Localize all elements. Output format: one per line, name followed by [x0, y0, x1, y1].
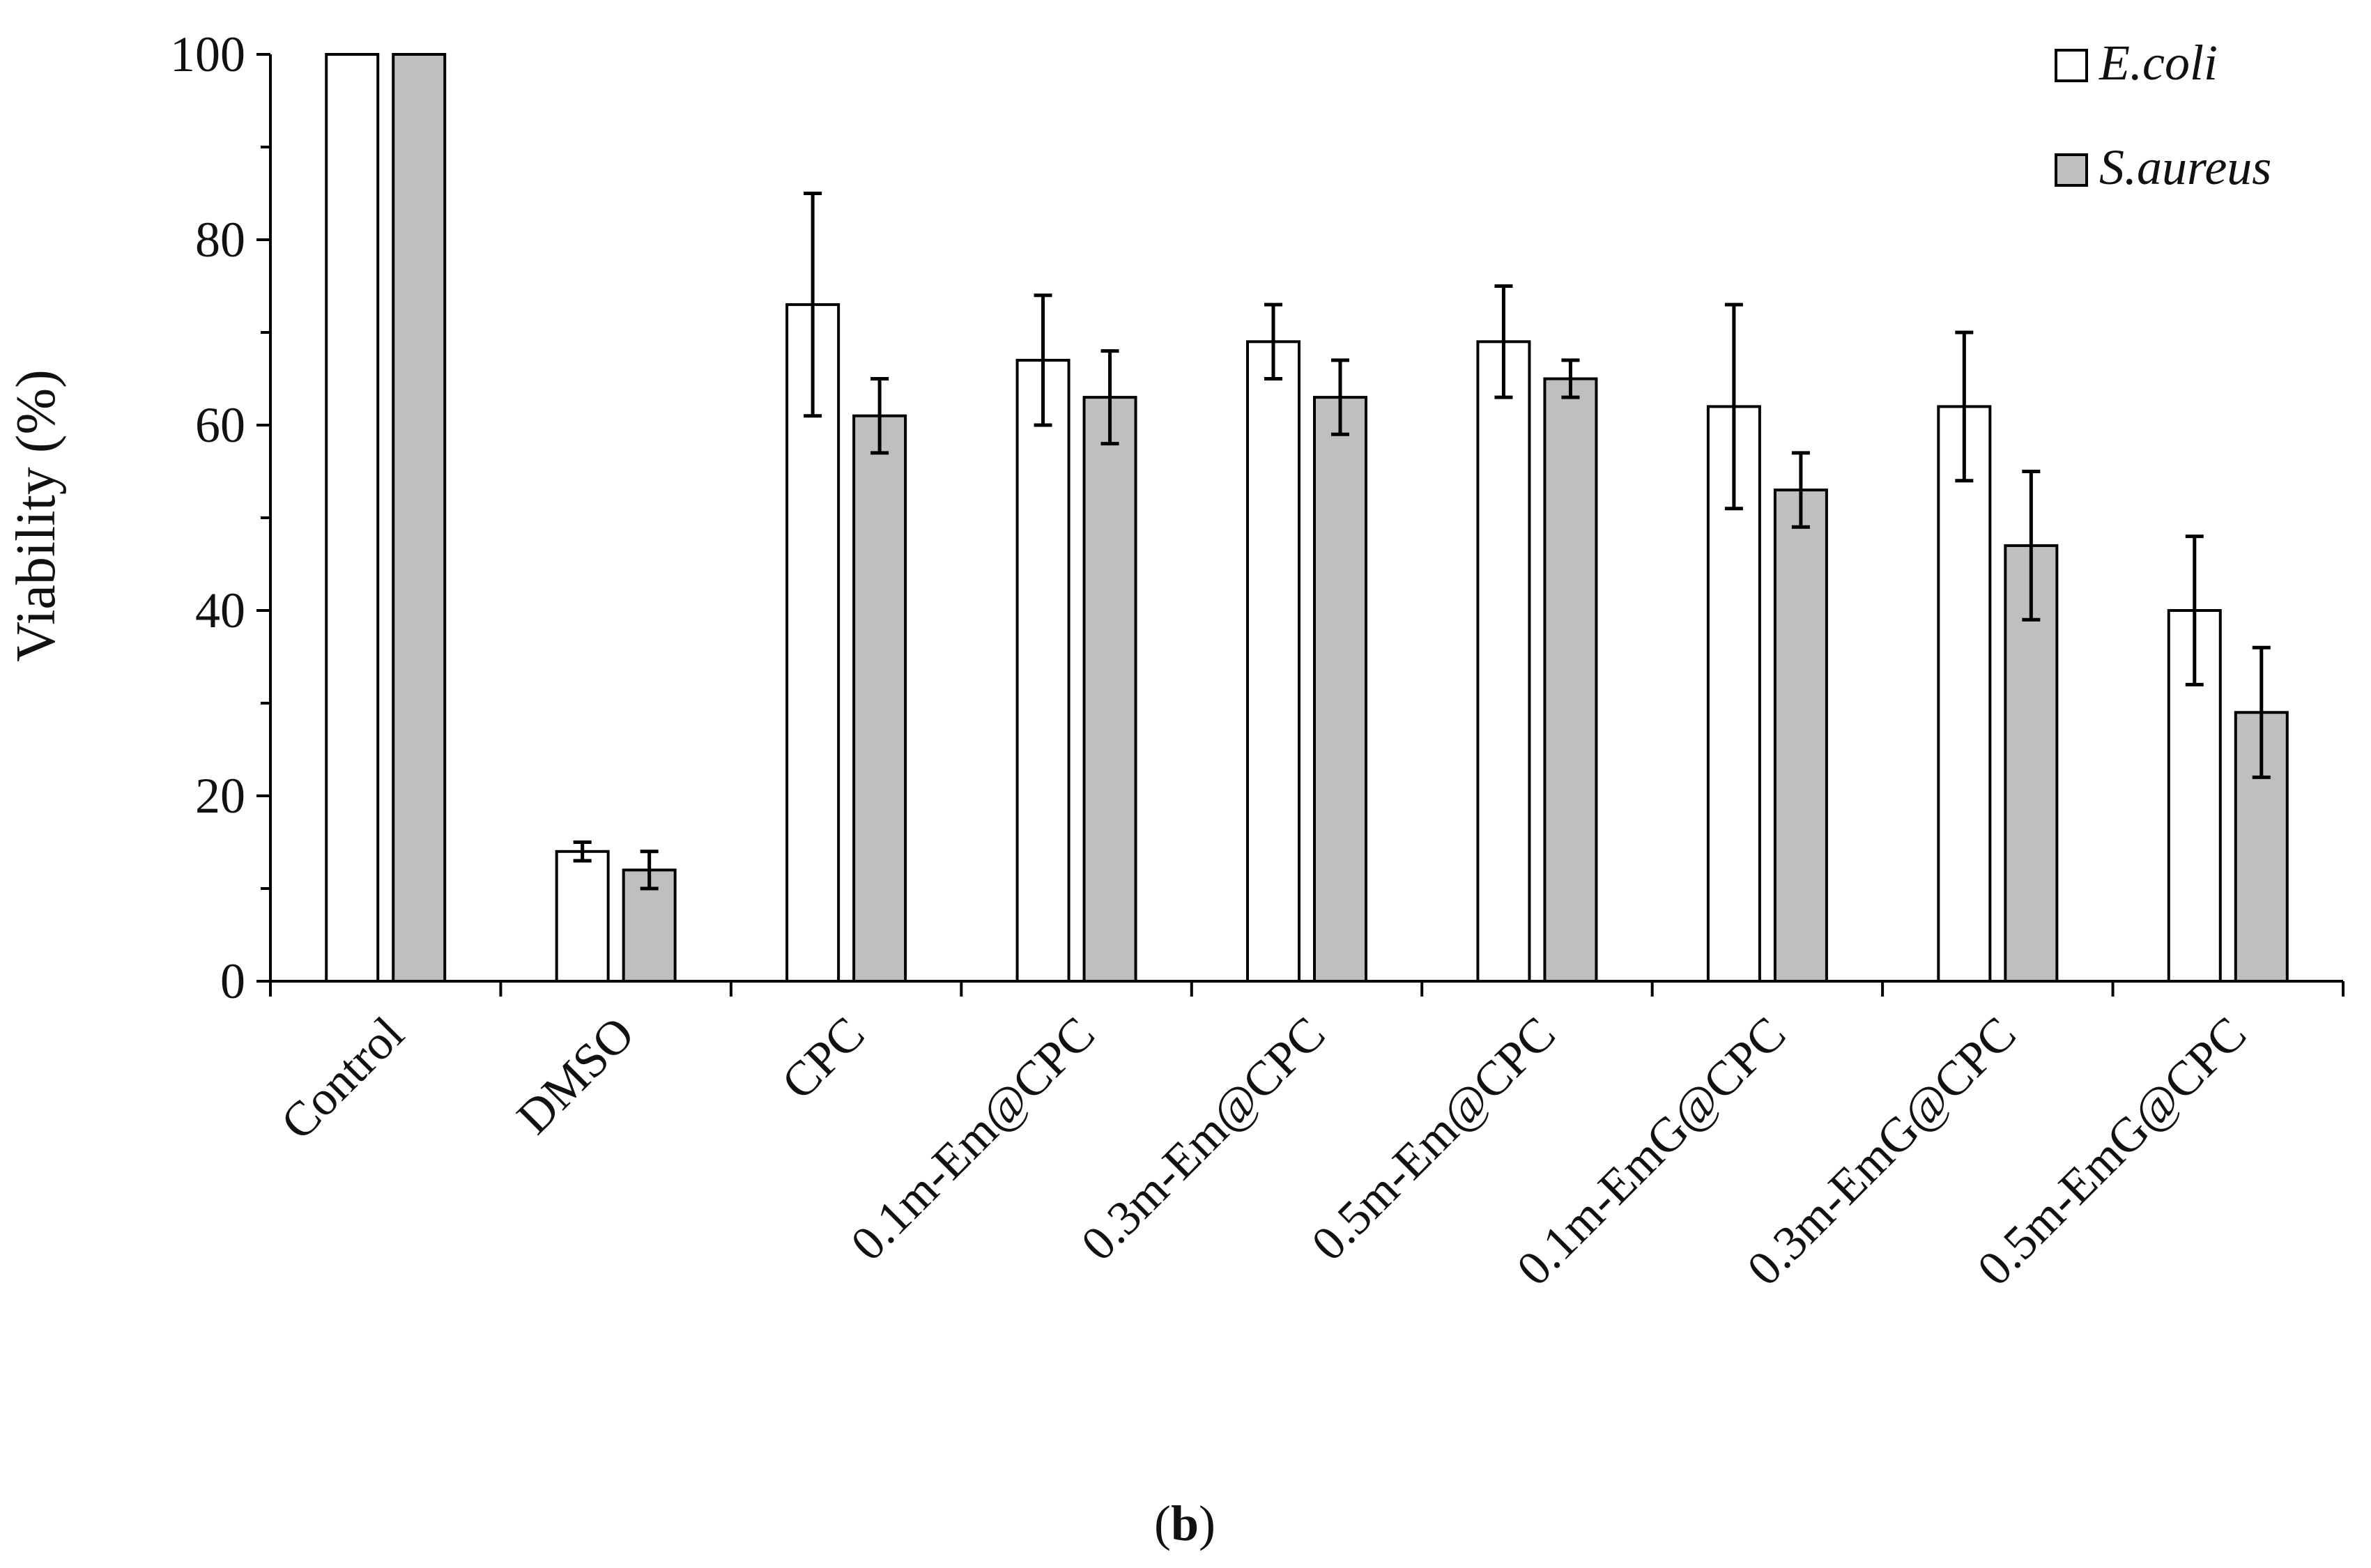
y-axis-title: Viability (%) [6, 369, 67, 662]
category-label: 0.1m-Em@CPC [841, 1007, 1105, 1271]
y-tick-label: 20 [195, 768, 245, 824]
y-tick-label: 80 [195, 212, 245, 268]
category-label: 0.3m-Em@CPC [1071, 1007, 1335, 1271]
bar-saureus [392, 53, 447, 983]
category-label: DMSO [507, 1007, 644, 1144]
legend: E.coli S.aureus [2055, 35, 2271, 195]
y-tick-label: 0 [220, 953, 245, 1009]
x-axis [269, 980, 2345, 997]
caption-close-paren: ) [1199, 1496, 1215, 1551]
figure-caption: (b) [1154, 1496, 1215, 1551]
y-tick-label: 40 [195, 583, 245, 638]
caption-label: b [1171, 1496, 1199, 1551]
caption-open-paren: ( [1154, 1496, 1171, 1551]
legend-swatch-saureus [2055, 153, 2088, 187]
category-labels: Control DMSO CPC0.1m-Em@CPC0.3m-Em@CPC0.5m… [271, 1007, 2257, 1296]
category-label: 0.5m-Em@CPC [1302, 1007, 1566, 1271]
bar-saureus [1313, 396, 1367, 983]
bar-saureus [1543, 377, 1598, 983]
y-tick-label: 60 [195, 397, 245, 453]
bar-ecoli [325, 53, 380, 983]
bar-saureus [1082, 396, 1137, 983]
bar-saureus [1773, 489, 1828, 983]
bar-saureus [852, 414, 907, 983]
bars [325, 53, 2289, 983]
error-bars [573, 192, 2271, 891]
bar-ecoli [555, 850, 610, 983]
category-label: Control [271, 1007, 415, 1151]
bar-ecoli [1015, 358, 1071, 983]
y-tick-label: 100 [170, 26, 245, 82]
legend-swatch-ecoli [2055, 49, 2088, 82]
legend-label-ecoli: E.coli [2098, 35, 2218, 91]
bar-ecoli [1937, 405, 1992, 983]
category-label: CPC [772, 1007, 875, 1110]
legend-label-saureus: S.aureus [2099, 139, 2271, 195]
y-axis: 0 20 40 60 80 100 [170, 26, 272, 1009]
bar-ecoli [2167, 609, 2222, 983]
bar-ecoli [1246, 340, 1300, 983]
bar-ecoli [1476, 340, 1531, 983]
